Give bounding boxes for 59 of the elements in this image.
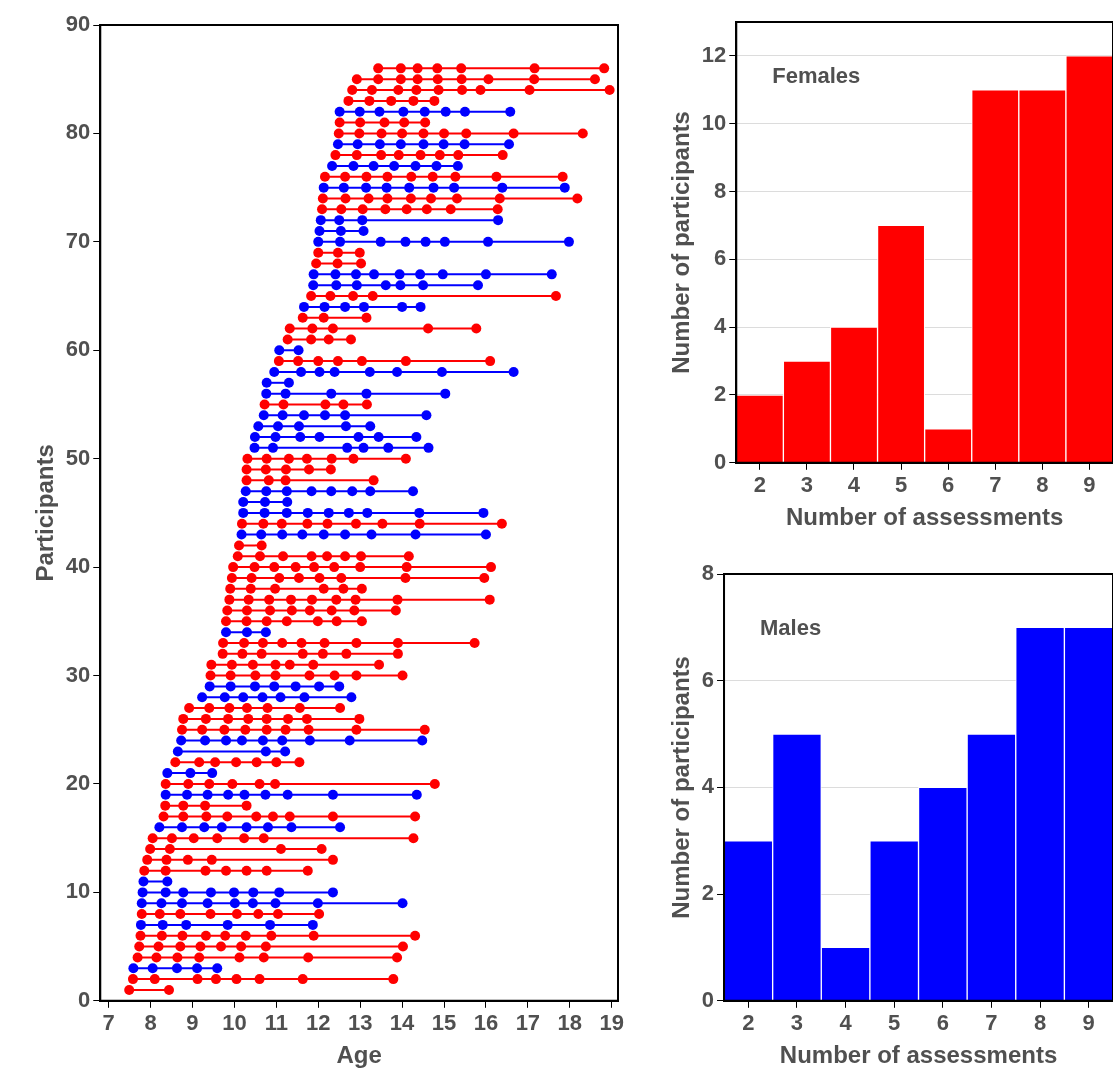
y-tick-label: 2 (701, 880, 715, 906)
x-tick-label: 9 (1082, 1010, 1095, 1036)
y-axis-title: Participants (31, 444, 59, 582)
x-tick-label: 2 (753, 472, 766, 498)
x-tick-label: 12 (306, 1010, 331, 1036)
x-tick-label: 16 (473, 1010, 499, 1036)
x-tick-label: 5 (888, 1010, 901, 1036)
y-tick-label: 8 (714, 177, 727, 203)
y-tick-label: 40 (65, 553, 91, 579)
y-tick-label: 0 (78, 986, 91, 1012)
x-tick-label: 14 (389, 1010, 416, 1036)
x-tick-label: 4 (847, 472, 861, 498)
y-tick-label: 4 (701, 773, 715, 799)
x-tick-label: 18 (557, 1010, 583, 1036)
annotation: Females (772, 63, 861, 89)
y-axis-title: Number of participants (667, 111, 695, 374)
y-tick-label: 10 (701, 109, 727, 135)
y-tick-label: 70 (65, 227, 91, 253)
y-axis-title: Number of participants (667, 656, 695, 919)
y-tick-label: 6 (701, 666, 715, 692)
y-tick-label: 0 (701, 986, 715, 1012)
y-tick-label: 50 (65, 444, 91, 470)
x-tick-label: 5 (894, 472, 908, 498)
x-axis-title: Number of assessments (785, 503, 1064, 531)
y-tick-label: 10 (65, 878, 91, 904)
x-tick-label: 6 (936, 1010, 949, 1036)
x-tick-label: 10 (222, 1010, 247, 1036)
x-tick-label: 9 (186, 1010, 199, 1036)
x-tick-label: 7 (985, 1010, 998, 1036)
y-tick-label: 2 (714, 381, 727, 407)
x-tick-label: 8 (144, 1010, 157, 1036)
x-tick-label: 7 (989, 472, 1002, 498)
y-tick-label: 4 (714, 313, 728, 339)
y-tick-label: 8 (701, 560, 715, 586)
x-tick-label: 3 (790, 1010, 804, 1036)
x-tick-label: 19 (599, 1010, 624, 1036)
y-tick-label: 0 (714, 448, 727, 474)
x-tick-label: 7 (102, 1010, 115, 1036)
y-tick-label: 12 (701, 41, 727, 67)
x-tick-label: 17 (515, 1010, 541, 1036)
x-tick-label: 11 (264, 1010, 288, 1036)
y-tick-label: 60 (65, 336, 91, 362)
x-axis-title: Number of assessments (779, 1041, 1058, 1069)
y-tick-label: 6 (714, 245, 727, 271)
x-tick-label: 8 (1036, 472, 1049, 498)
x-tick-label: 4 (839, 1010, 853, 1036)
x-tick-label: 6 (942, 472, 955, 498)
y-tick-label: 80 (65, 119, 91, 145)
x-tick-label: 2 (742, 1010, 755, 1036)
y-tick-label: 90 (65, 11, 91, 37)
y-tick-label: 20 (65, 770, 91, 796)
y-tick-label: 30 (65, 661, 91, 687)
x-tick-label: 8 (1033, 1010, 1047, 1036)
x-tick-label: 15 (431, 1010, 457, 1036)
annotation: Males (760, 615, 822, 641)
x-tick-label: 13 (347, 1010, 373, 1036)
x-tick-label: 3 (800, 472, 814, 498)
x-axis-title: Age (336, 1041, 382, 1069)
x-tick-label: 9 (1083, 472, 1096, 498)
